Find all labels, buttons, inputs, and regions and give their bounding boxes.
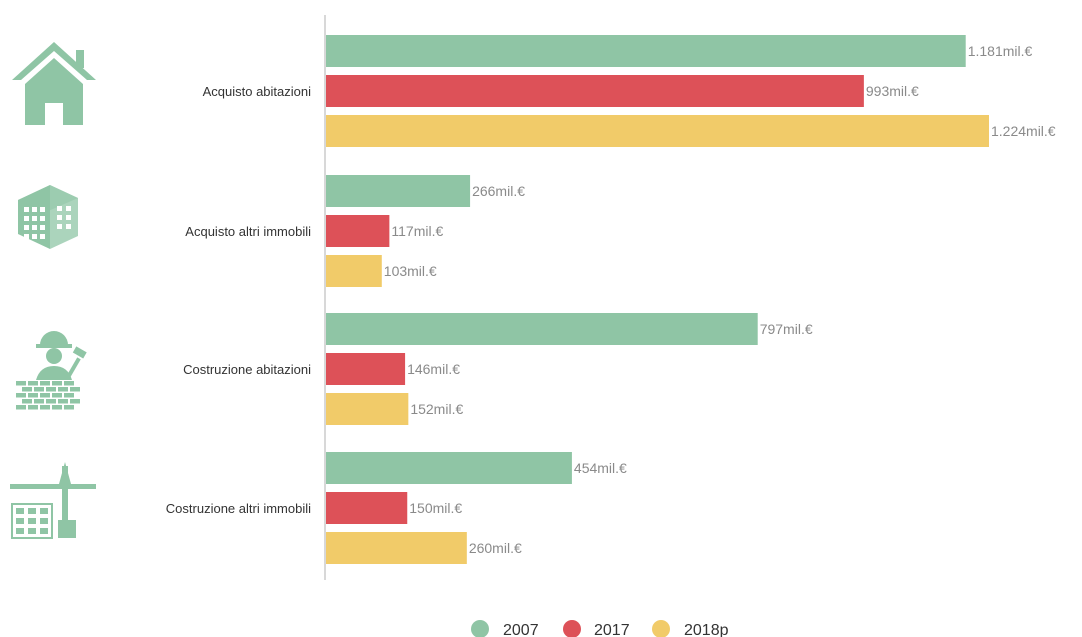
category-label: Acquisto altri immobili bbox=[185, 224, 311, 239]
legend-label: 2007 bbox=[503, 622, 539, 637]
bar-2017-0 bbox=[326, 75, 864, 107]
legend-label: 2017 bbox=[594, 622, 630, 637]
bar-2007-3 bbox=[326, 452, 572, 484]
data-label: 797mil.€ bbox=[760, 321, 813, 337]
bar-2017-1 bbox=[326, 215, 390, 247]
bar-2007-2 bbox=[326, 313, 758, 345]
bar-2007-1 bbox=[326, 175, 471, 207]
crane-building-icon bbox=[10, 462, 96, 539]
construction-worker-icon bbox=[16, 331, 87, 410]
data-label: 152mil.€ bbox=[410, 401, 463, 417]
bar-2018p-2 bbox=[326, 393, 409, 425]
legend-label: 2018p bbox=[684, 622, 729, 637]
category-label: Costruzione abitazioni bbox=[183, 362, 311, 377]
data-label: 103mil.€ bbox=[384, 263, 437, 279]
office-building-icon bbox=[18, 185, 78, 249]
bar-2018p-3 bbox=[326, 532, 467, 564]
legend-swatch-2018p bbox=[652, 620, 670, 637]
data-label: 1.181mil.€ bbox=[968, 43, 1033, 59]
data-label: 150mil.€ bbox=[409, 500, 462, 516]
legend-swatch-2017 bbox=[563, 620, 581, 637]
house-icon bbox=[12, 42, 96, 125]
data-label: 266mil.€ bbox=[472, 183, 525, 199]
data-label: 1.224mil.€ bbox=[991, 123, 1056, 139]
legend-swatch-2007 bbox=[471, 620, 489, 637]
bar-2018p-1 bbox=[326, 255, 382, 287]
category-label: Costruzione altri immobili bbox=[166, 501, 311, 516]
bar-2017-2 bbox=[326, 353, 406, 385]
bar-2018p-0 bbox=[326, 115, 989, 147]
data-label: 454mil.€ bbox=[574, 460, 627, 476]
data-label: 146mil.€ bbox=[407, 361, 460, 377]
data-label: 993mil.€ bbox=[866, 83, 919, 99]
data-label: 260mil.€ bbox=[469, 540, 522, 556]
bar-2007-0 bbox=[326, 35, 966, 67]
category-label: Acquisto abitazioni bbox=[203, 84, 312, 99]
data-label: 117mil.€ bbox=[391, 223, 443, 239]
bar-2017-3 bbox=[326, 492, 408, 524]
